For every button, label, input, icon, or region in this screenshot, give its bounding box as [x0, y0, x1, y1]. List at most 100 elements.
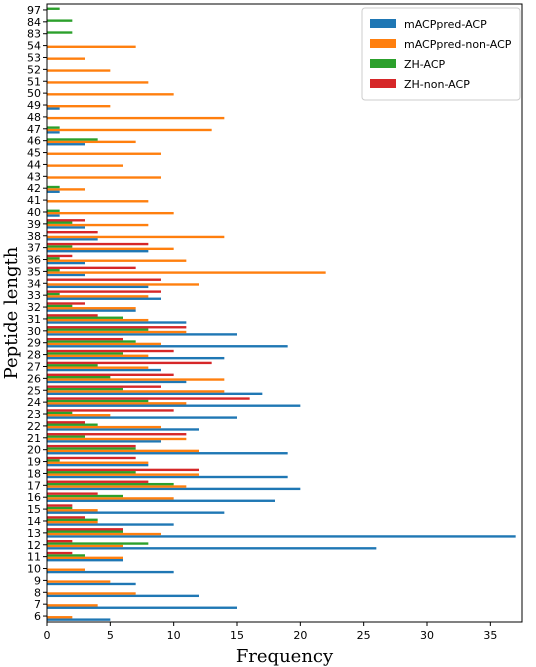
- y-tick-label: 46: [27, 135, 41, 148]
- y-tick-label: 20: [27, 444, 41, 457]
- bar: [47, 290, 161, 293]
- bar: [47, 105, 111, 108]
- y-tick-label: 28: [27, 349, 41, 362]
- bar: [47, 547, 377, 550]
- y-axis-ticks: 6789101112131415161718192021222324252627…: [27, 4, 47, 623]
- bar: [47, 532, 161, 536]
- bar: [47, 373, 174, 376]
- bar: [47, 219, 85, 222]
- bar: [47, 604, 98, 607]
- x-axis-ticks: 0 5 10 15 20 25 30 35: [44, 622, 497, 642]
- bar: [47, 375, 111, 379]
- legend: mACPpred-ACP mACPpred-non-ACP ZH-ACP ZH-non…: [361, 7, 521, 101]
- y-tick-label: 33: [27, 289, 41, 302]
- bar: [47, 440, 161, 443]
- bar: [47, 435, 85, 438]
- x-tick-label: 20: [293, 629, 307, 642]
- y-tick-label: 49: [27, 99, 41, 112]
- y-tick-label: 27: [27, 360, 41, 373]
- bar: [47, 459, 60, 462]
- bar: [47, 425, 161, 429]
- bar: [47, 321, 187, 324]
- y-tick-label: 7: [34, 598, 41, 611]
- bar: [47, 366, 149, 369]
- bar: [47, 411, 73, 415]
- bar: [47, 414, 111, 417]
- bar: [47, 235, 225, 239]
- y-tick-label: 84: [27, 16, 41, 29]
- bar: [47, 618, 111, 621]
- y-tick-label: 9: [34, 574, 41, 587]
- bar: [47, 463, 149, 467]
- bar: [47, 404, 301, 407]
- y-tick-label: 44: [27, 158, 41, 171]
- bar: [47, 461, 149, 464]
- bar: [47, 542, 149, 545]
- y-tick-label: 18: [27, 467, 41, 480]
- bar: [47, 528, 123, 531]
- bar: [47, 520, 98, 524]
- x-tick-label: 25: [357, 629, 371, 642]
- bar: [47, 57, 85, 60]
- bar: [47, 468, 199, 472]
- bar: [47, 354, 149, 357]
- x-tick-label: 30: [420, 629, 434, 642]
- bar: [47, 45, 136, 48]
- y-tick-label: 17: [27, 479, 41, 492]
- y-tick-label: 52: [27, 63, 41, 76]
- legend-swatch: [370, 79, 396, 88]
- bar: [47, 349, 174, 353]
- plot-frame: [46, 3, 523, 623]
- bar: [47, 307, 136, 310]
- bar: [47, 333, 237, 336]
- bar: [47, 316, 123, 319]
- bar: [47, 473, 199, 476]
- bar: [47, 352, 123, 355]
- bar: [47, 328, 149, 331]
- legend-label: mACPpred-ACP: [404, 18, 487, 31]
- y-tick-label: 45: [27, 147, 41, 160]
- y-tick-label: 40: [27, 206, 41, 219]
- bar: [47, 266, 136, 270]
- y-tick-label: 16: [27, 491, 41, 504]
- bar: [47, 551, 73, 555]
- y-tick-label: 54: [27, 40, 41, 53]
- y-tick-label: 51: [27, 75, 41, 88]
- y-tick-label: 21: [27, 432, 41, 445]
- bar: [47, 223, 149, 227]
- legend-label: mACPpred-non-ACP: [404, 38, 512, 51]
- bars-group: [47, 7, 516, 621]
- bar: [47, 568, 85, 571]
- y-tick-label: 39: [27, 218, 41, 231]
- bar: [47, 337, 123, 341]
- bar: [47, 250, 149, 253]
- bar: [47, 257, 60, 260]
- bar: [47, 475, 288, 479]
- bar: [47, 397, 250, 400]
- y-tick-label: 15: [27, 503, 41, 516]
- bar: [47, 107, 60, 110]
- bar: [47, 93, 174, 96]
- bar: [47, 556, 123, 560]
- bar: [47, 200, 149, 203]
- bar: [47, 188, 85, 191]
- bar: [47, 416, 237, 419]
- bar: [47, 392, 263, 396]
- bar: [47, 402, 187, 405]
- bar: [47, 261, 85, 265]
- bar: [47, 242, 149, 246]
- y-tick-label: 22: [27, 420, 41, 433]
- y-tick-label: 32: [27, 301, 41, 314]
- bar: [47, 330, 187, 334]
- bar: [47, 380, 187, 384]
- y-tick-label: 12: [27, 539, 41, 552]
- bar: [47, 273, 85, 277]
- x-tick-label: 5: [107, 629, 114, 642]
- y-axis-title: Peptide length: [1, 246, 22, 379]
- bar: [47, 342, 161, 346]
- bar: [47, 423, 98, 426]
- bar: [47, 271, 326, 274]
- y-tick-label: 50: [27, 87, 41, 100]
- bar: [47, 437, 187, 441]
- bar: [47, 238, 98, 241]
